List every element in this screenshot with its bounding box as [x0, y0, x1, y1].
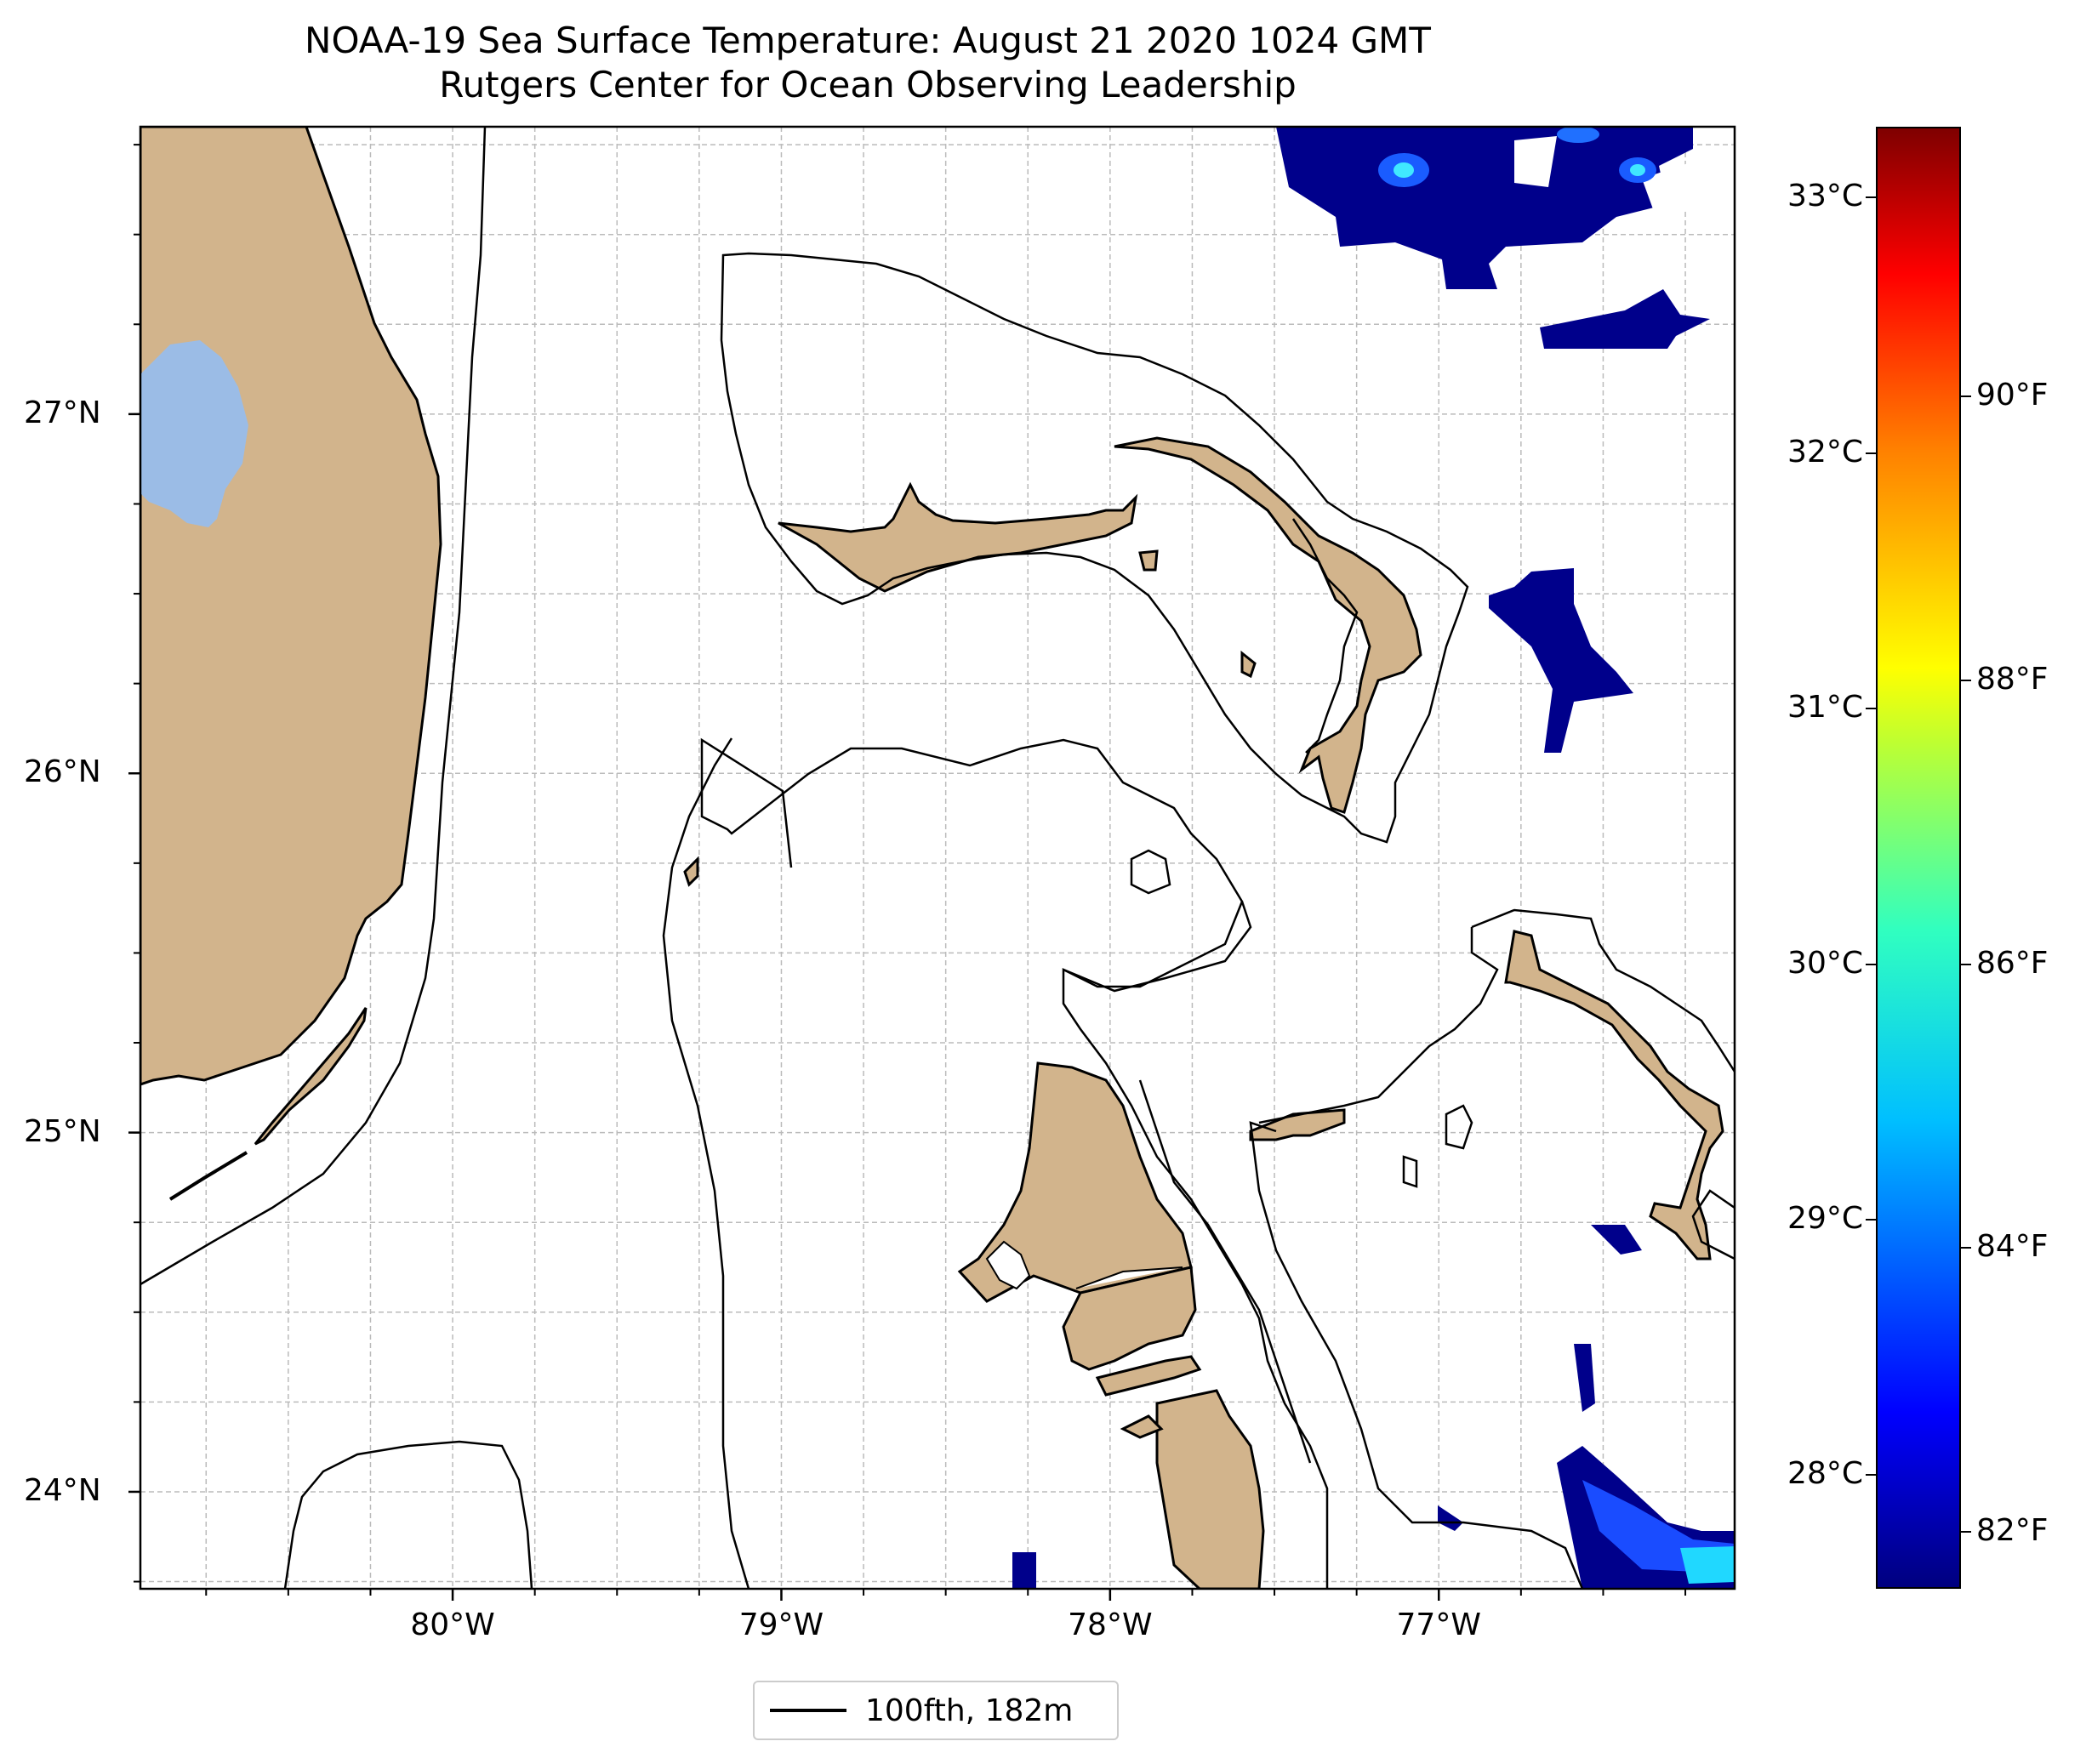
eleuthera-island — [1504, 930, 1724, 1260]
lon-tick-label: 80°W — [410, 1608, 495, 1642]
isobath-exuma-sound — [662, 737, 750, 1589]
andros-island-south — [1062, 1266, 1197, 1371]
andros-fragment-1 — [1095, 1355, 1202, 1397]
lon-tick-label: 79°W — [738, 1608, 824, 1642]
lon-tick-label: 78°W — [1068, 1608, 1153, 1642]
berry-islands-1 — [1240, 650, 1257, 679]
sst-patch-south-small — [1574, 1344, 1595, 1412]
colorbar-fahrenheit-tick — [1961, 963, 1971, 965]
colorbar-fahrenheit-label: 88°F — [1976, 661, 2049, 697]
legend-label: 100fth, 182m — [865, 1693, 1074, 1728]
sst-patch-small-3 — [1438, 1505, 1463, 1531]
sst-patch-warm-2 — [1394, 162, 1414, 178]
title-line-1: NOAA-19 Sea Surface Temperature: August … — [305, 20, 1431, 61]
sst-patch-small-1 — [1591, 1225, 1642, 1255]
colorbar-celsius-tick — [1866, 196, 1876, 199]
bimini-island — [683, 856, 699, 887]
isobath-tongue-west — [1249, 1121, 1584, 1589]
lat-tick-label: 25°N — [24, 1113, 101, 1149]
colorbar-fahrenheit-tick — [1961, 1247, 1971, 1249]
lat-tick-label: 24°N — [24, 1472, 101, 1508]
isobath-small-loop-1 — [1445, 1104, 1473, 1150]
isobath-andros-east — [1138, 1079, 1312, 1464]
colorbar-celsius-label: 28°C — [1787, 1456, 1863, 1492]
isobath-abaco-inner — [1291, 518, 1359, 754]
cay-small-1 — [1138, 549, 1159, 572]
colorbar-fahrenheit-label: 82°F — [1976, 1513, 2049, 1549]
isobath-little-bahama-bank — [720, 252, 1469, 844]
florida-keys-1 — [254, 1007, 368, 1146]
colorbar-fahrenheit-tick — [1961, 679, 1971, 681]
andros-lake-2 — [1075, 1266, 1183, 1289]
isobath-great-bahama-bank — [700, 737, 1329, 1589]
legend-line-swatch — [770, 1709, 846, 1712]
isobath-cay-sal — [283, 1440, 533, 1589]
andros-lake-1 — [985, 1240, 1031, 1290]
lat-tick-label: 26°N — [24, 754, 101, 790]
colorbar-celsius-tick — [1866, 1474, 1876, 1477]
colorbar — [1876, 127, 1961, 1589]
lake-okeechobee — [140, 340, 248, 527]
grand-bahama-island — [778, 481, 1138, 593]
sst-patch-east — [1489, 568, 1633, 753]
colorbar-celsius-label: 30°C — [1787, 945, 1863, 981]
colorbar-celsius-tick — [1866, 1219, 1876, 1221]
sst-patch-small-2 — [1012, 1552, 1036, 1589]
andros-fragment-2 — [1120, 1414, 1164, 1439]
colorbar-fahrenheit-label: 86°F — [1976, 945, 2049, 981]
sst-patch-northeast — [1276, 127, 1693, 289]
colorbar-celsius-label: 32°C — [1787, 434, 1863, 469]
colorbar-celsius-tick — [1866, 963, 1876, 965]
colorbar-celsius-tick — [1866, 708, 1876, 710]
florida-land — [140, 127, 442, 1201]
sst-patch-northeast-hole — [1514, 136, 1557, 187]
lon-tick-label: 77°W — [1396, 1608, 1481, 1642]
sst-patches — [1012, 127, 1735, 1589]
colorbar-celsius-label: 33°C — [1787, 179, 1863, 214]
bahamas-islands — [683, 436, 1724, 1589]
colorbar-fahrenheit-label: 90°F — [1976, 378, 2049, 413]
lat-tick-label: 27°N — [24, 395, 101, 430]
legend: 100fth, 182m — [753, 1681, 1119, 1740]
isobath-eleuthera — [1258, 908, 1735, 1260]
andros-island-southern — [1155, 1389, 1265, 1589]
colorbar-fahrenheit-tick — [1961, 395, 1971, 398]
colorbar-celsius-tick — [1866, 452, 1876, 454]
sst-patch-band — [1540, 289, 1710, 349]
sst-patch-warm-4 — [1630, 164, 1645, 176]
andros-island-north — [957, 1061, 1193, 1303]
isobath-florida-east — [140, 127, 487, 1286]
isobath-small-loop-3 — [1130, 849, 1171, 895]
isobath-100fth — [140, 127, 1735, 1589]
title-line-2: Rutgers Center for Ocean Observing Leade… — [439, 64, 1297, 105]
sst-patch-warm-5 — [1557, 127, 1599, 143]
colorbar-fahrenheit-tick — [1961, 1531, 1971, 1534]
great-abaco-island — [1114, 436, 1422, 814]
sst-patch-northeast-hole-2 — [1642, 162, 1693, 225]
colorbar-fahrenheit-label: 84°F — [1976, 1229, 2049, 1265]
isobath-small-loop-2 — [1402, 1155, 1418, 1188]
florida-peninsula — [140, 127, 442, 1086]
map-frame — [139, 125, 1736, 1590]
andros-lakes — [985, 1240, 1183, 1290]
colorbar-celsius-label: 29°C — [1787, 1201, 1863, 1237]
sst-patch-southeast-cyan — [1680, 1546, 1735, 1584]
chart-title: NOAA-19 Sea Surface Temperature: August … — [0, 19, 1735, 107]
axis-ticks — [128, 144, 1687, 1601]
colorbar-celsius-label: 31°C — [1787, 690, 1863, 726]
florida-keys-2 — [168, 1151, 248, 1201]
isobath-tongue-of-ocean — [1063, 901, 1252, 993]
